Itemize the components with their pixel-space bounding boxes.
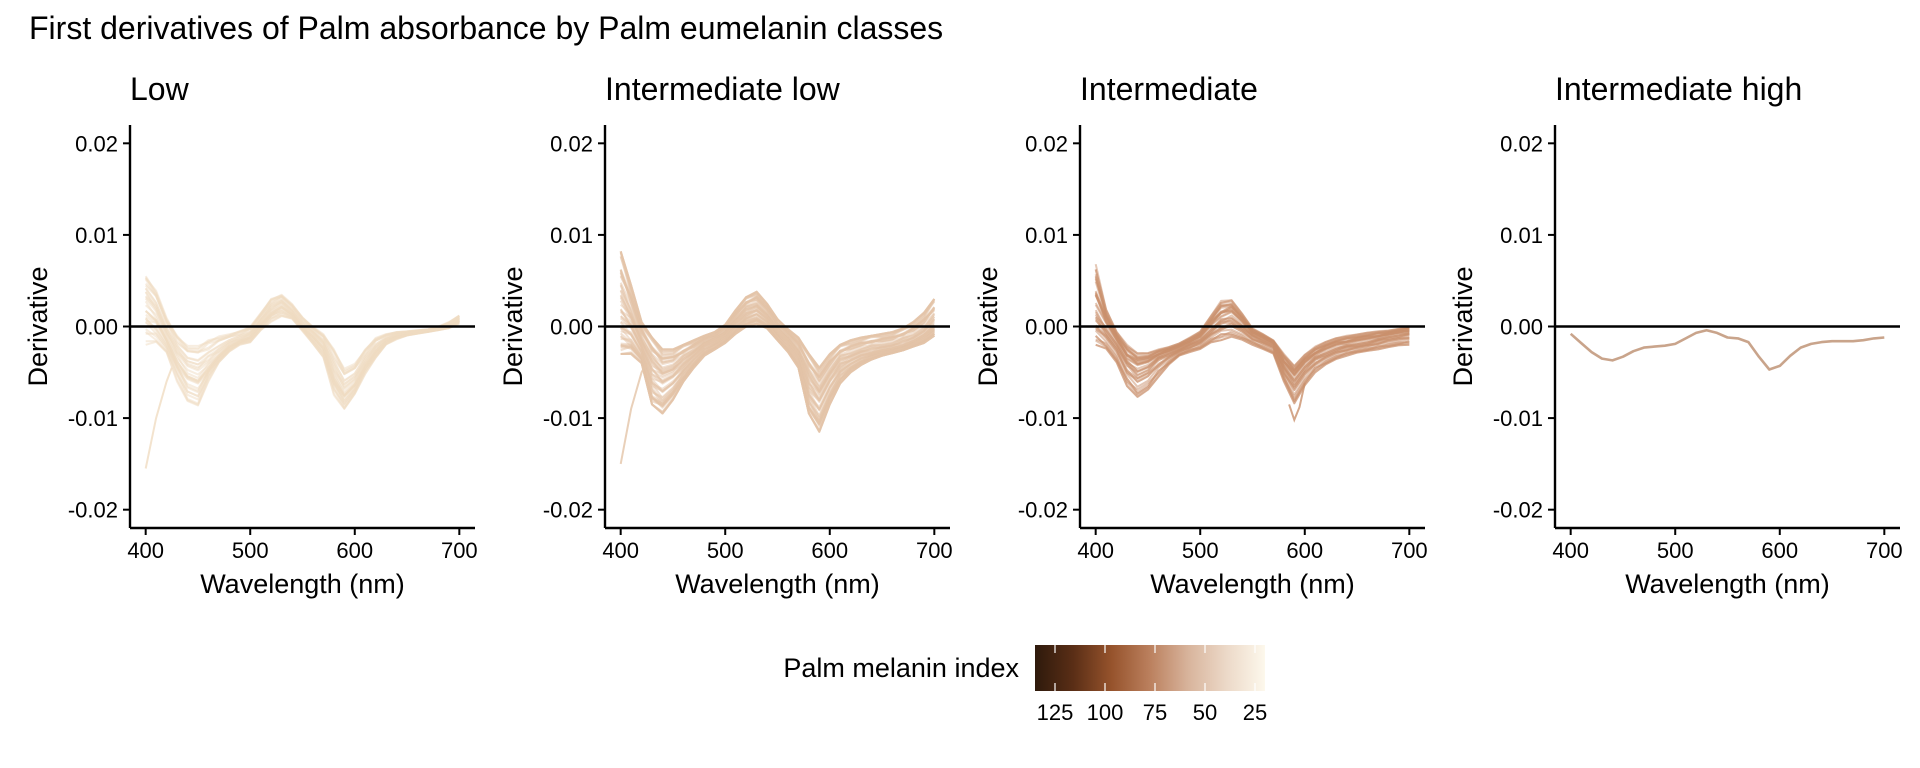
x-tick-label: 600: [1761, 538, 1798, 563]
chart-title: First derivatives of Palm absorbance by …: [29, 10, 943, 46]
series-line: [144, 295, 460, 386]
y-axis-title: Derivative: [1448, 266, 1478, 386]
series-line: [1094, 311, 1410, 382]
facet-label: Intermediate high: [1555, 71, 1802, 107]
y-tick-label: -0.02: [543, 498, 593, 523]
outlier-series-line: [619, 362, 648, 465]
x-axis-title: Wavelength (nm): [200, 569, 405, 599]
panel-3: Intermediate -0.02 -0.01 0.00 0.01 0.02 400 500…: [973, 71, 1428, 599]
y-tick-label: 0.02: [1500, 131, 1543, 156]
series-line: [144, 276, 460, 373]
x-tick-label: 700: [1866, 538, 1903, 563]
y-tick-label: 0.00: [1025, 315, 1068, 340]
series-line: [619, 300, 936, 395]
x-tick-label: 400: [1552, 538, 1589, 563]
series-line: [619, 308, 936, 402]
series-lines: [1569, 328, 1885, 371]
y-axis-title: Derivative: [23, 266, 53, 386]
outlier-series-line: [144, 367, 173, 469]
y-tick-label: 0.01: [1025, 223, 1068, 248]
legend-tick-label: 25: [1243, 700, 1267, 725]
x-axis-title: Wavelength (nm): [675, 569, 880, 599]
y-tick-label: 0.02: [1025, 131, 1068, 156]
y-tick-label: 0.00: [550, 315, 593, 340]
series-line: [1094, 274, 1410, 371]
series-line: [1569, 328, 1885, 371]
series-line: [619, 251, 936, 369]
y-tick-label: 0.00: [1500, 315, 1543, 340]
legend-tick-label: 100: [1087, 700, 1124, 725]
series-line: [620, 322, 935, 433]
color-legend: Palm melanin index 125 100 75 50 25: [783, 645, 1267, 725]
y-tick-label: 0.01: [1500, 223, 1543, 248]
x-axis-title: Wavelength (nm): [1150, 569, 1355, 599]
facet-label: Low: [130, 71, 190, 107]
x-tick-label: 400: [1077, 538, 1114, 563]
facet-label: Intermediate low: [605, 71, 841, 107]
x-tick-label: 700: [1391, 538, 1428, 563]
y-tick-label: -0.01: [68, 406, 118, 431]
x-axis-title: Wavelength (nm): [1625, 569, 1830, 599]
legend-tick-label: 75: [1143, 700, 1167, 725]
series-lines: [619, 251, 936, 465]
facet-label: Intermediate: [1080, 71, 1258, 107]
x-tick-label: 700: [441, 538, 478, 563]
x-tick-label: 700: [916, 538, 953, 563]
x-tick-label: 600: [1286, 538, 1323, 563]
x-tick-label: 500: [707, 538, 744, 563]
y-tick-label: 0.02: [75, 131, 118, 156]
series-line: [1095, 323, 1410, 389]
legend-title: Palm melanin index: [783, 653, 1019, 683]
series-line: [619, 269, 936, 382]
y-tick-label: 0.01: [550, 223, 593, 248]
y-tick-label: -0.02: [68, 498, 118, 523]
y-tick-label: -0.01: [1018, 406, 1068, 431]
series-line: [144, 291, 460, 389]
x-tick-label: 500: [232, 538, 269, 563]
series-line: [144, 291, 460, 386]
x-tick-label: 400: [127, 538, 164, 563]
y-tick-label: -0.01: [1493, 406, 1543, 431]
legend-tick-label: 125: [1037, 700, 1074, 725]
panel-1: Low -0.02 -0.01 0.00 0.01 0.02 400 500 600 700 Wav…: [23, 71, 478, 599]
panel-2: Intermediate low -0.02 -0.01 0.00 0.01 0.02 40…: [498, 71, 953, 599]
series-line: [1094, 294, 1410, 374]
series-line: [620, 315, 935, 417]
series-lines: [144, 275, 460, 469]
y-tick-label: 0.00: [75, 315, 118, 340]
x-tick-label: 500: [1182, 538, 1219, 563]
y-tick-label: 0.02: [550, 131, 593, 156]
y-axis-title: Derivative: [498, 266, 528, 386]
legend-color-bar: [1035, 645, 1265, 691]
panel-4: Intermediate high -0.02 -0.01 0.00 0.01 0.02 4…: [1448, 71, 1903, 599]
series-lines: [1094, 263, 1410, 423]
x-tick-label: 500: [1657, 538, 1694, 563]
x-tick-label: 400: [602, 538, 639, 563]
series-line: [1095, 332, 1410, 401]
y-tick-label: 0.01: [75, 223, 118, 248]
legend-tick-label: 50: [1193, 700, 1217, 725]
outlier-series-line: [1288, 383, 1306, 423]
series-line: [144, 309, 460, 402]
x-tick-label: 600: [811, 538, 848, 563]
y-tick-label: -0.01: [543, 406, 593, 431]
series-line: [1095, 335, 1410, 404]
y-tick-label: -0.02: [1018, 498, 1068, 523]
x-tick-label: 600: [336, 538, 373, 563]
y-tick-label: -0.02: [1493, 498, 1543, 523]
panels: Low -0.02 -0.01 0.00 0.01 0.02 400 500 600 700 Wav…: [23, 71, 1903, 599]
y-axis-title: Derivative: [973, 266, 1003, 386]
